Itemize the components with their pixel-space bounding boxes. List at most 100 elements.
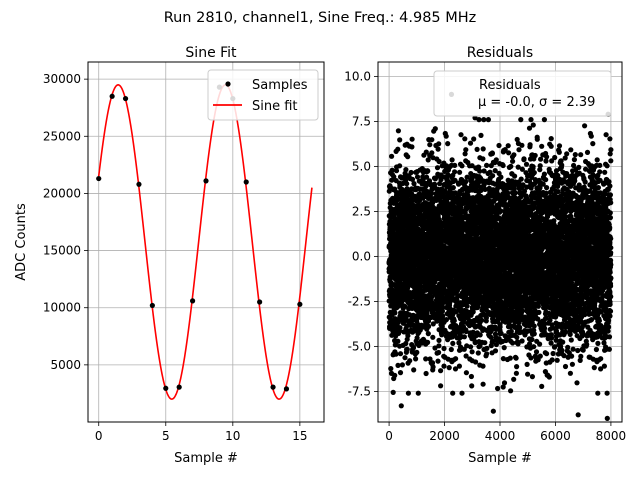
residual-point xyxy=(430,321,436,327)
x-tick-label: 4000 xyxy=(485,429,516,443)
residual-point xyxy=(446,365,452,371)
residual-point xyxy=(480,381,486,387)
residual-point xyxy=(435,358,441,364)
residual-point xyxy=(402,303,408,309)
x-tick-label: 0 xyxy=(95,429,103,443)
y-tick-label: 20000 xyxy=(43,186,81,200)
legend-samples-label: Samples xyxy=(252,78,308,93)
residual-point xyxy=(450,340,456,346)
residual-point xyxy=(497,324,503,330)
legend-sine-fit-label: Sine fit xyxy=(252,99,298,114)
residual-point xyxy=(436,343,442,349)
residual-point xyxy=(456,363,462,369)
residual-point xyxy=(429,200,436,206)
sample-point xyxy=(189,298,196,304)
residual-point xyxy=(409,144,415,150)
sine-fit-axes-frame xyxy=(87,61,325,423)
residual-point xyxy=(469,383,475,389)
residual-point xyxy=(395,128,401,134)
residual-point xyxy=(463,370,469,376)
residual-point xyxy=(511,152,517,158)
residual-point xyxy=(460,317,467,324)
residuals-plot-area xyxy=(386,91,614,421)
y-tick-label: 10.0 xyxy=(344,69,371,83)
residual-point xyxy=(389,167,395,173)
residual-point xyxy=(464,343,470,349)
residual-point xyxy=(397,137,403,143)
residual-point xyxy=(432,345,438,351)
residual-point xyxy=(425,157,431,163)
residual-point xyxy=(471,136,477,142)
sample-point xyxy=(109,93,115,99)
residual-point xyxy=(516,147,522,153)
sine-fit-title: Sine Fit xyxy=(185,45,237,61)
residual-point xyxy=(469,349,475,355)
sample-point xyxy=(270,384,276,390)
residual-point xyxy=(513,355,519,361)
residual-point xyxy=(392,372,398,378)
residual-point xyxy=(429,190,435,197)
residual-point xyxy=(388,366,394,372)
figure-suptitle: Run 2810, channel1, Sine Freq.: 4.985 MH… xyxy=(164,10,477,26)
sample-point xyxy=(297,301,303,307)
residual-point xyxy=(511,173,518,179)
residuals-title: Residuals xyxy=(467,45,533,61)
residual-point xyxy=(409,176,416,182)
residual-point xyxy=(452,190,458,196)
residual-point xyxy=(508,388,514,394)
residual-point xyxy=(423,356,429,362)
residual-point xyxy=(473,359,479,365)
residual-point xyxy=(514,334,520,340)
residual-point xyxy=(404,346,410,352)
residual-point xyxy=(405,390,411,396)
residual-point xyxy=(459,390,465,396)
residual-point xyxy=(403,315,409,321)
residual-point xyxy=(431,181,438,187)
y-tick-label: -2.5 xyxy=(348,294,371,308)
residual-point xyxy=(391,174,397,180)
residual-point xyxy=(445,141,451,147)
residual-point xyxy=(468,373,474,380)
sine-fit-panel: Sine Fit 0 5 10 155000100001500020000250003… xyxy=(14,45,325,466)
residual-point xyxy=(514,364,520,370)
legend-samples-marker xyxy=(225,81,231,87)
sine-fit-line xyxy=(97,84,313,400)
residual-point xyxy=(405,333,411,339)
residual-point xyxy=(519,338,525,344)
residual-point xyxy=(451,318,457,324)
residual-point xyxy=(517,324,523,330)
residual-point xyxy=(411,181,417,187)
residual-point xyxy=(443,317,449,323)
residual-point xyxy=(409,136,415,142)
sample-point xyxy=(96,175,102,182)
residual-point xyxy=(395,146,401,152)
residual-point xyxy=(395,362,401,368)
residual-point xyxy=(511,376,517,382)
sample-point xyxy=(163,385,169,391)
residual-point xyxy=(462,210,468,216)
residual-point xyxy=(461,334,467,340)
y-tick-label: 5000 xyxy=(50,358,81,372)
residual-point xyxy=(495,385,501,392)
residual-point xyxy=(509,158,516,164)
residual-point xyxy=(508,163,514,169)
y-tick-label: 0.0 xyxy=(352,249,371,263)
residual-point xyxy=(405,154,411,160)
residual-point xyxy=(389,153,395,159)
sample-point xyxy=(257,299,263,305)
residual-point xyxy=(408,169,414,176)
residual-point xyxy=(411,367,417,373)
residual-point xyxy=(410,344,417,350)
y-tick-label: 30000 xyxy=(43,72,81,86)
residual-point xyxy=(467,140,474,146)
residual-point xyxy=(427,142,433,148)
residual-point xyxy=(397,163,403,169)
residual-point xyxy=(438,383,444,389)
sample-point xyxy=(283,386,290,392)
residual-point xyxy=(475,350,481,356)
residual-point xyxy=(426,323,432,329)
residual-point xyxy=(453,356,459,362)
residual-point xyxy=(489,150,495,157)
residual-point xyxy=(402,355,408,361)
